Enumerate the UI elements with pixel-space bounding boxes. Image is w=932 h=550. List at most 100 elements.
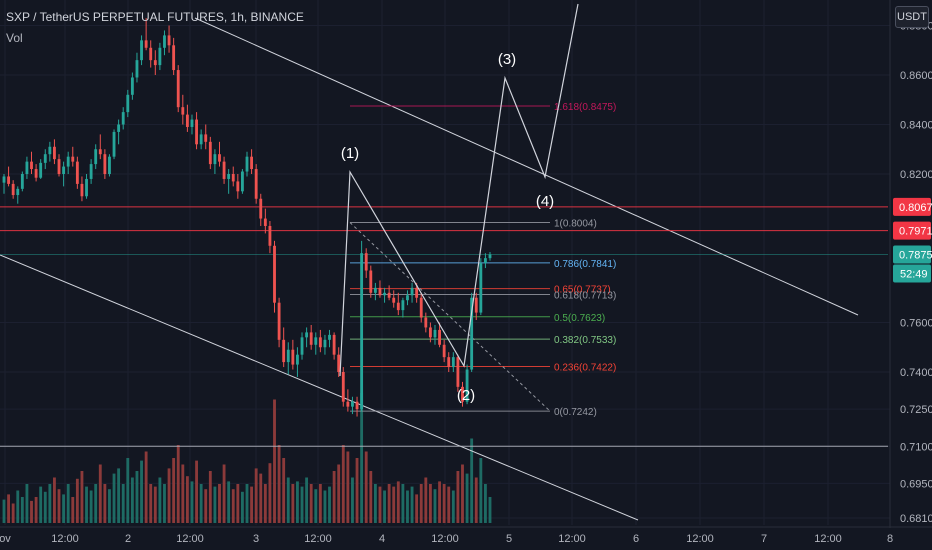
wave-path[interactable]: [339, 3, 579, 377]
candle-body[interactable]: [126, 94, 130, 113]
candle-body[interactable]: [85, 178, 88, 197]
candle-body[interactable]: [11, 183, 15, 196]
candle-body[interactable]: [108, 156, 111, 174]
candle-body[interactable]: [456, 357, 460, 387]
candle-body[interactable]: [305, 332, 309, 338]
candle-body[interactable]: [369, 270, 373, 293]
candle-body[interactable]: [71, 156, 75, 162]
candle-body[interactable]: [213, 154, 217, 165]
candle-body[interactable]: [410, 287, 414, 296]
candle-body[interactable]: [346, 401, 350, 407]
candle-body[interactable]: [195, 119, 198, 145]
candle-body[interactable]: [447, 357, 451, 368]
candle-body[interactable]: [163, 35, 166, 48]
candle-body[interactable]: [387, 292, 391, 298]
candle-body[interactable]: [2, 176, 6, 183]
candle-body[interactable]: [250, 156, 254, 170]
candle-body[interactable]: [121, 112, 125, 125]
candle-body[interactable]: [291, 349, 295, 365]
candle-body[interactable]: [34, 169, 38, 178]
candle-body[interactable]: [286, 349, 290, 363]
candle-body[interactable]: [94, 149, 98, 165]
candle-body[interactable]: [268, 225, 272, 246]
candle-body[interactable]: [25, 161, 29, 174]
candle-body[interactable]: [332, 334, 336, 355]
candle-body[interactable]: [7, 176, 11, 184]
candle-body[interactable]: [488, 254, 492, 259]
candle-body[interactable]: [140, 40, 143, 61]
fibonacci-retracement[interactable]: 1.618(0.8475) 1(0.8004) 0.786(0.7841) 0.65(…: [349, 102, 616, 418]
candle-body[interactable]: [53, 146, 56, 160]
candle-body[interactable]: [181, 107, 185, 115]
candle-body[interactable]: [470, 297, 474, 370]
candle-body[interactable]: [30, 161, 33, 170]
candle-body[interactable]: [263, 218, 267, 226]
candle-body[interactable]: [66, 156, 70, 167]
candle-body[interactable]: [89, 164, 93, 179]
candle-body[interactable]: [39, 162, 43, 178]
candle-body[interactable]: [167, 35, 171, 46]
price-label-badge[interactable]: [893, 245, 931, 264]
candle-body[interactable]: [158, 47, 162, 66]
candle-body[interactable]: [318, 337, 322, 348]
candle-body[interactable]: [300, 337, 304, 355]
price-axis[interactable]: 0.88000.86000.84000.82000.76000.74000.72…: [889, 0, 932, 528]
elliott-wave-path[interactable]: (1) (2) (3) (4): [339, 3, 579, 404]
candle-body[interactable]: [396, 302, 400, 311]
candle-body[interactable]: [80, 183, 84, 197]
currency-badge[interactable]: USDT: [895, 6, 929, 28]
candle-body[interactable]: [227, 174, 231, 179]
candle-body[interactable]: [442, 344, 446, 358]
candle-body[interactable]: [415, 287, 419, 298]
candle-body[interactable]: [98, 149, 102, 155]
candlesticks[interactable]: [2, 18, 492, 417]
candle-body[interactable]: [337, 354, 341, 372]
candle-body[interactable]: [20, 174, 24, 189]
candle-body[interactable]: [16, 188, 20, 196]
candle-body[interactable]: [204, 134, 208, 142]
candle-body[interactable]: [323, 339, 327, 348]
candle-body[interactable]: [62, 166, 66, 174]
candle-body[interactable]: [135, 60, 139, 78]
candle-body[interactable]: [419, 297, 423, 318]
candle-body[interactable]: [296, 354, 299, 365]
candle-body[interactable]: [360, 253, 364, 410]
candle-body[interactable]: [112, 131, 116, 157]
symbol-title[interactable]: SXP / TetherUS PERPETUAL FUTURES, 1h, BI…: [6, 10, 304, 24]
candle-body[interactable]: [364, 253, 368, 271]
candle-body[interactable]: [176, 70, 180, 108]
candle-body[interactable]: [392, 297, 396, 303]
candle-body[interactable]: [277, 302, 281, 340]
candle-body[interactable]: [378, 287, 382, 296]
candle-body[interactable]: [117, 124, 121, 132]
horizontal-levels[interactable]: [0, 206, 888, 447]
candle-body[interactable]: [355, 401, 359, 410]
channel-lower-line[interactable]: [0, 254, 639, 521]
candle-body[interactable]: [309, 332, 313, 345]
channel-upper-line[interactable]: [194, 17, 859, 316]
candle-body[interactable]: [222, 161, 226, 179]
price-label-badge[interactable]: [893, 221, 931, 240]
candle-body[interactable]: [401, 300, 405, 311]
candle-body[interactable]: [149, 47, 153, 61]
candle-body[interactable]: [259, 198, 263, 219]
candle-body[interactable]: [433, 329, 437, 338]
candle-body[interactable]: [236, 181, 240, 192]
candle-body[interactable]: [341, 372, 345, 402]
candle-body[interactable]: [144, 40, 148, 48]
candle-body[interactable]: [190, 119, 194, 127]
candle-body[interactable]: [483, 258, 487, 264]
candle-body[interactable]: [218, 154, 221, 162]
candle-body[interactable]: [314, 337, 318, 345]
candle-body[interactable]: [153, 60, 157, 66]
candle-body[interactable]: [130, 77, 134, 95]
candle-body[interactable]: [199, 134, 203, 145]
candle-body[interactable]: [328, 334, 331, 340]
candle-body[interactable]: [373, 287, 377, 293]
candle-body[interactable]: [245, 156, 249, 172]
candle-body[interactable]: [461, 386, 464, 402]
trend-channel[interactable]: [0, 17, 859, 521]
candle-body[interactable]: [43, 154, 47, 163]
candle-body[interactable]: [57, 159, 61, 174]
